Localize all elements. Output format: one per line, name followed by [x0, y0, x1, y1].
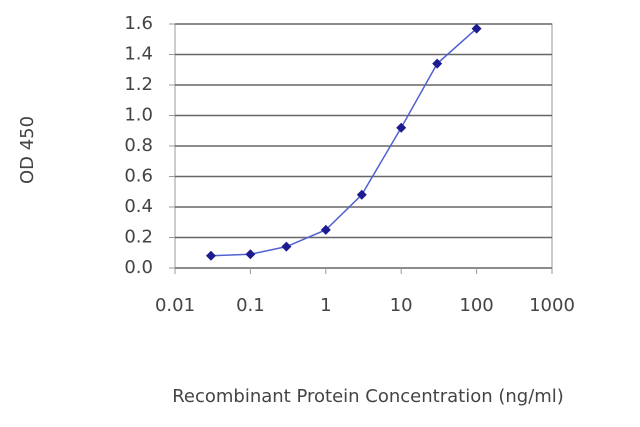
y-tick-label: 1.4	[124, 44, 153, 65]
y-tick-label: 1.0	[124, 105, 153, 126]
data-point	[320, 224, 331, 235]
y-tick-label: 1.6	[124, 13, 153, 34]
x-tick-label: 1	[320, 295, 331, 316]
x-axis-label: Recombinant Protein Concentration (ng/ml…	[172, 386, 564, 407]
data-point	[281, 241, 292, 252]
y-axis-label: OD 450	[17, 116, 38, 184]
x-tick-label: 10	[390, 295, 413, 316]
x-tick-label: 0.1	[236, 295, 265, 316]
x-tick-label: 1000	[529, 295, 575, 316]
y-tick-label: 0.2	[124, 227, 153, 248]
y-tick-label: 1.2	[124, 74, 153, 95]
y-tick-label: 0.8	[124, 135, 153, 156]
data-point	[471, 23, 482, 34]
y-tick-label: 0.0	[124, 257, 153, 278]
data-line	[210, 28, 478, 257]
data-point	[245, 249, 256, 260]
y-tick-label: 0.4	[124, 196, 153, 217]
data-point	[432, 58, 443, 69]
y-tick-label: 0.6	[124, 166, 153, 187]
x-tick-label: 100	[459, 295, 493, 316]
data-point	[205, 250, 216, 261]
x-tick-label: 0.01	[155, 295, 195, 316]
data-point	[356, 189, 367, 200]
data-point	[396, 122, 407, 133]
